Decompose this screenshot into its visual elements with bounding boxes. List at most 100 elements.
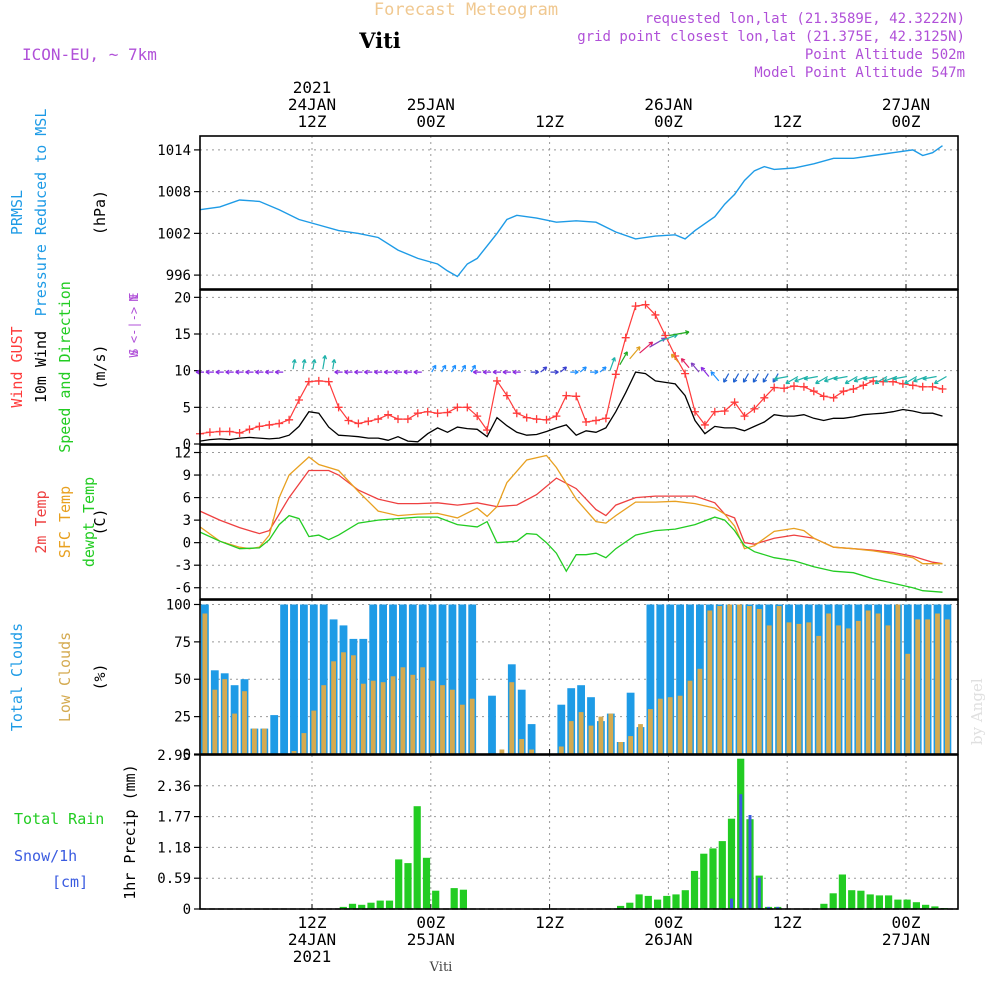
gust-point xyxy=(205,428,214,437)
y-tick-label: 1.77 xyxy=(157,810,191,826)
low-cloud-bar xyxy=(628,736,633,754)
low-cloud-bar xyxy=(331,661,336,754)
gust-point xyxy=(869,376,878,385)
y-tick-label: 0 xyxy=(183,536,191,552)
wind-direction-arrow xyxy=(460,364,466,373)
low-cloud-bar xyxy=(657,698,663,754)
panel-frame xyxy=(199,135,959,290)
gust-point xyxy=(384,410,393,419)
low-cloud-bar xyxy=(885,625,891,754)
y-tick-label: 25 xyxy=(174,710,191,726)
wind-direction-arrow xyxy=(472,369,482,375)
wind-direction-arrow xyxy=(301,359,307,370)
low-cloud-bar xyxy=(618,742,624,754)
top-time-label: 00Z xyxy=(416,112,445,131)
low-cloud-bar xyxy=(796,623,802,754)
total-cloud-bar xyxy=(428,604,437,754)
gust-point xyxy=(681,369,690,378)
side-label: Pressure Reduced to MSL xyxy=(32,109,50,317)
low-cloud-bar xyxy=(400,667,406,754)
dewpoint-line xyxy=(199,514,943,593)
low-cloud-bar xyxy=(905,653,911,754)
wind-direction-arrow xyxy=(383,369,393,375)
gust-point xyxy=(344,416,353,425)
wind-direction-arrow xyxy=(393,369,402,375)
gust-point xyxy=(859,381,868,390)
low-cloud-bar xyxy=(370,680,376,754)
wind-direction-arrow xyxy=(590,369,599,375)
rain-bar xyxy=(644,895,652,909)
wind-direction-arrow xyxy=(331,359,337,370)
low-cloud-bar xyxy=(648,709,653,754)
y-tick-label: 9 xyxy=(183,468,191,484)
gust-point xyxy=(592,416,600,425)
low-cloud-bar xyxy=(915,619,921,754)
top-time-label: 12Z xyxy=(773,112,802,131)
wind-direction-arrow xyxy=(874,375,888,385)
low-cloud-bar xyxy=(855,620,861,754)
rain-bar xyxy=(450,888,458,909)
gust-point xyxy=(790,382,798,391)
total-cloud-bar xyxy=(517,689,526,754)
low-cloud-bar xyxy=(875,613,881,754)
total-cloud-bar xyxy=(280,604,288,754)
gust-point xyxy=(760,393,769,402)
gust-point xyxy=(770,383,779,392)
wind-direction-arrow xyxy=(833,375,848,381)
wind-direction-arrow xyxy=(492,369,501,375)
total-cloud-bar xyxy=(666,604,675,754)
point-altitude: Point Altitude 502m xyxy=(805,47,965,63)
wind-direction-arrow xyxy=(629,346,641,360)
low-cloud-bar xyxy=(459,704,465,754)
low-cloud-bar xyxy=(351,655,356,754)
side-label: Low Clouds xyxy=(56,632,74,722)
gust-point xyxy=(433,409,442,418)
panel-temperature: -6 -3 0 3 6 9 12 (C) xyxy=(91,444,959,600)
pressure-line xyxy=(199,145,943,278)
gust-point xyxy=(215,427,224,436)
gust-point xyxy=(512,409,521,418)
top-time-label: 26JAN xyxy=(644,95,692,114)
bottom-time-label: 00Z xyxy=(416,913,445,932)
low-cloud-bar xyxy=(291,751,297,754)
side-label: Total Rain xyxy=(14,810,104,828)
rain-bar xyxy=(866,894,874,909)
total-cloud-bar xyxy=(438,604,447,754)
rain-bar xyxy=(376,900,384,909)
low-cloud-bar xyxy=(588,725,594,754)
gust-point xyxy=(819,392,828,401)
gust-point xyxy=(938,385,947,393)
footer-station: Viti xyxy=(429,960,453,975)
low-cloud-bar xyxy=(717,606,723,754)
rain-bar xyxy=(709,848,717,909)
panel-clouds: 0 25 50 75 100 (%) xyxy=(91,597,959,763)
side-label: Snow/1h xyxy=(14,847,77,865)
rain-bar xyxy=(903,899,911,909)
wind-direction-arrow xyxy=(700,366,710,377)
wind-direction-arrow xyxy=(690,362,700,373)
low-cloud-bar xyxy=(558,746,564,754)
wind-direction-arrow xyxy=(710,371,720,382)
wind-direction-arrow xyxy=(733,373,740,383)
y-tick-label: 100 xyxy=(166,597,191,613)
rain-bar xyxy=(681,890,689,909)
low-cloud-bar xyxy=(806,622,812,754)
gust-point xyxy=(413,409,422,418)
wind-direction-arrow xyxy=(560,366,568,373)
wind-direction-arrow xyxy=(311,359,317,370)
side-label: Wind GUST xyxy=(8,326,26,407)
total-cloud-bar xyxy=(270,715,279,754)
y-tick-label: 10 xyxy=(174,364,191,380)
station-name: Viti xyxy=(358,28,401,53)
wind-direction-arrow xyxy=(742,373,750,383)
gust-point xyxy=(582,418,591,426)
low-cloud-bar xyxy=(380,682,386,754)
y-tick-label: 50 xyxy=(174,672,191,688)
side-label: PRMSL xyxy=(8,190,26,235)
closest-coords: grid point closest lon,lat (21.375E, 42.… xyxy=(577,29,965,45)
rain-bar xyxy=(875,895,883,909)
side-label: dewpt Temp xyxy=(80,477,98,567)
low-cloud-bar xyxy=(846,628,851,754)
rain-bar xyxy=(395,859,403,909)
watermark: by Angel xyxy=(968,678,986,745)
